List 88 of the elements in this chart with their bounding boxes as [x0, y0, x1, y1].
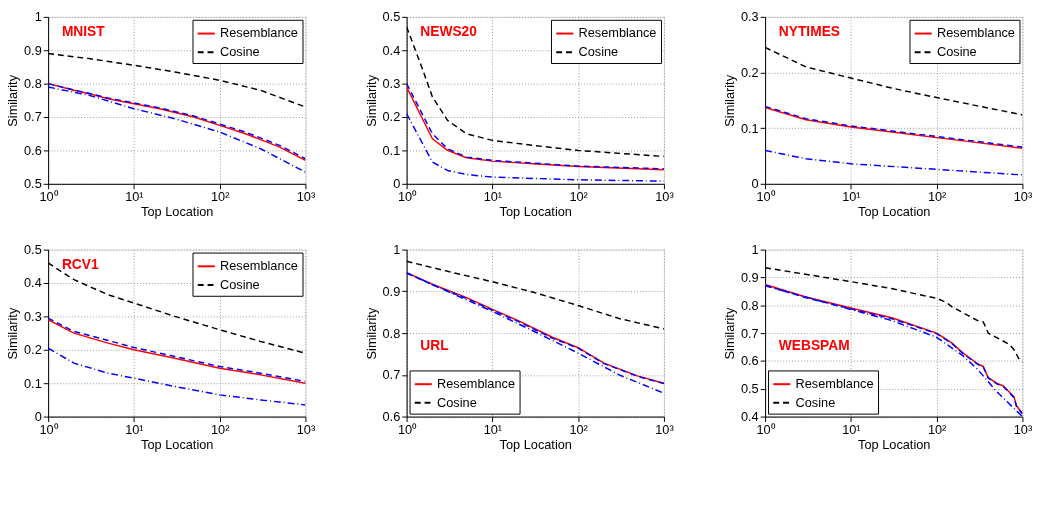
text: NEWS20 [420, 24, 478, 40]
y-tick-label: 0.6 [24, 142, 42, 158]
y-tick-label: 0.5 [24, 242, 42, 258]
y-tick-label: 0.6 [382, 409, 401, 425]
y-tick-label: 0.1 [24, 375, 42, 391]
y-tick-label: 0.8 [382, 325, 401, 341]
y-tick-label: 0.6 [740, 353, 759, 369]
x-tick-label: 10⁰ [398, 189, 418, 205]
x-tick-label: 10⁰ [39, 189, 59, 205]
text: RCV1 [61, 257, 99, 273]
y-axis-title: Similarity [5, 74, 21, 127]
text: NYTIMES [778, 24, 840, 40]
legend-label: Resemblance [795, 376, 874, 392]
y-tick-label: 0.9 [24, 42, 42, 58]
legend-label: Cosine [936, 44, 977, 60]
y-axis-title: Similarity [722, 74, 738, 127]
y-axis-title: Similarity [5, 307, 21, 360]
y-tick-label: 0.7 [24, 109, 42, 125]
y-tick-label: 0.3 [382, 76, 401, 92]
y-axis-title: Similarity [363, 74, 379, 127]
x-tick-label: 10² [210, 189, 230, 205]
legend-label: Resemblance [578, 25, 657, 41]
y-tick-label: 0.5 [740, 381, 759, 397]
x-tick-label: 10² [210, 421, 230, 437]
y-tick-label: 0.9 [382, 283, 401, 299]
y-tick-label: 0.8 [740, 297, 759, 313]
x-tick-label: 10¹ [483, 189, 503, 205]
x-tick-label: 10³ [296, 421, 316, 437]
x-axis-title: Top Location [499, 436, 572, 452]
y-axis-title: Similarity [363, 307, 379, 360]
x-tick-label: 10¹ [483, 421, 503, 437]
legend-label: Cosine [220, 44, 260, 60]
x-tick-label: 10³ [655, 421, 674, 437]
x-tick-label: 10² [569, 421, 588, 437]
y-tick-label: 0.1 [382, 142, 401, 158]
y-tick-label: 0.7 [382, 367, 401, 383]
x-tick-label: 10³ [655, 189, 674, 205]
x-tick-label: 10² [569, 189, 588, 205]
y-tick-label: 0.9 [740, 269, 759, 285]
y-tick-label: 1 [34, 9, 42, 25]
y-tick-label: 0 [34, 409, 42, 425]
text: WEBSPAM [778, 337, 850, 353]
y-tick-label: 0.3 [24, 308, 42, 324]
y-tick-label: 1 [393, 242, 401, 258]
x-tick-label: 10³ [1013, 421, 1033, 437]
y-tick-label: 0.8 [24, 76, 42, 92]
y-tick-label: 0.3 [740, 9, 759, 25]
x-tick-label: 10² [927, 189, 947, 205]
text: MNIST [61, 24, 106, 40]
legend-label: Cosine [437, 394, 477, 410]
legend-label: Resemblance [220, 258, 298, 274]
y-tick-label: 0.2 [740, 64, 759, 80]
legend-label: Resemblance [437, 376, 516, 392]
y-tick-label: 0.4 [382, 42, 401, 58]
legend-label: Cosine [795, 394, 836, 410]
y-tick-label: 0 [751, 176, 759, 192]
legend-label: Resemblance [936, 25, 1015, 41]
x-tick-label: 10³ [296, 189, 316, 205]
x-tick-label: 10⁰ [756, 189, 776, 205]
x-tick-label: 10¹ [125, 421, 144, 437]
x-axis-title: Top Location [858, 436, 931, 452]
y-tick-label: 0.4 [740, 409, 759, 425]
y-tick-label: 1 [751, 242, 759, 258]
x-tick-label: 10⁰ [398, 421, 418, 437]
x-axis-title: Top Location [141, 436, 214, 452]
x-tick-label: 10¹ [125, 189, 144, 205]
x-tick-label: 10¹ [842, 421, 861, 437]
legend-label: Cosine [578, 44, 619, 60]
y-tick-label: 0.2 [24, 342, 42, 358]
x-tick-label: 10⁰ [39, 421, 59, 437]
y-tick-label: 0 [393, 176, 401, 192]
y-tick-label: 0.2 [382, 109, 401, 125]
x-tick-label: 10³ [1013, 189, 1033, 205]
x-axis-title: Top Location [141, 203, 214, 219]
x-tick-label: 10⁰ [756, 421, 776, 437]
legend-label: Resemblance [220, 25, 298, 41]
y-axis-title: Similarity [722, 307, 738, 360]
y-tick-label: 0.5 [24, 176, 42, 192]
y-tick-label: 0.5 [382, 9, 401, 25]
legend-label: Cosine [220, 276, 260, 292]
x-axis-title: Top Location [499, 203, 572, 219]
x-axis-title: Top Location [858, 203, 931, 219]
x-tick-label: 10¹ [842, 189, 861, 205]
y-tick-label: 0.7 [740, 325, 759, 341]
x-tick-label: 10² [927, 421, 947, 437]
y-tick-label: 0.1 [740, 120, 759, 136]
text: URL [420, 337, 449, 353]
y-tick-label: 0.4 [24, 275, 42, 291]
